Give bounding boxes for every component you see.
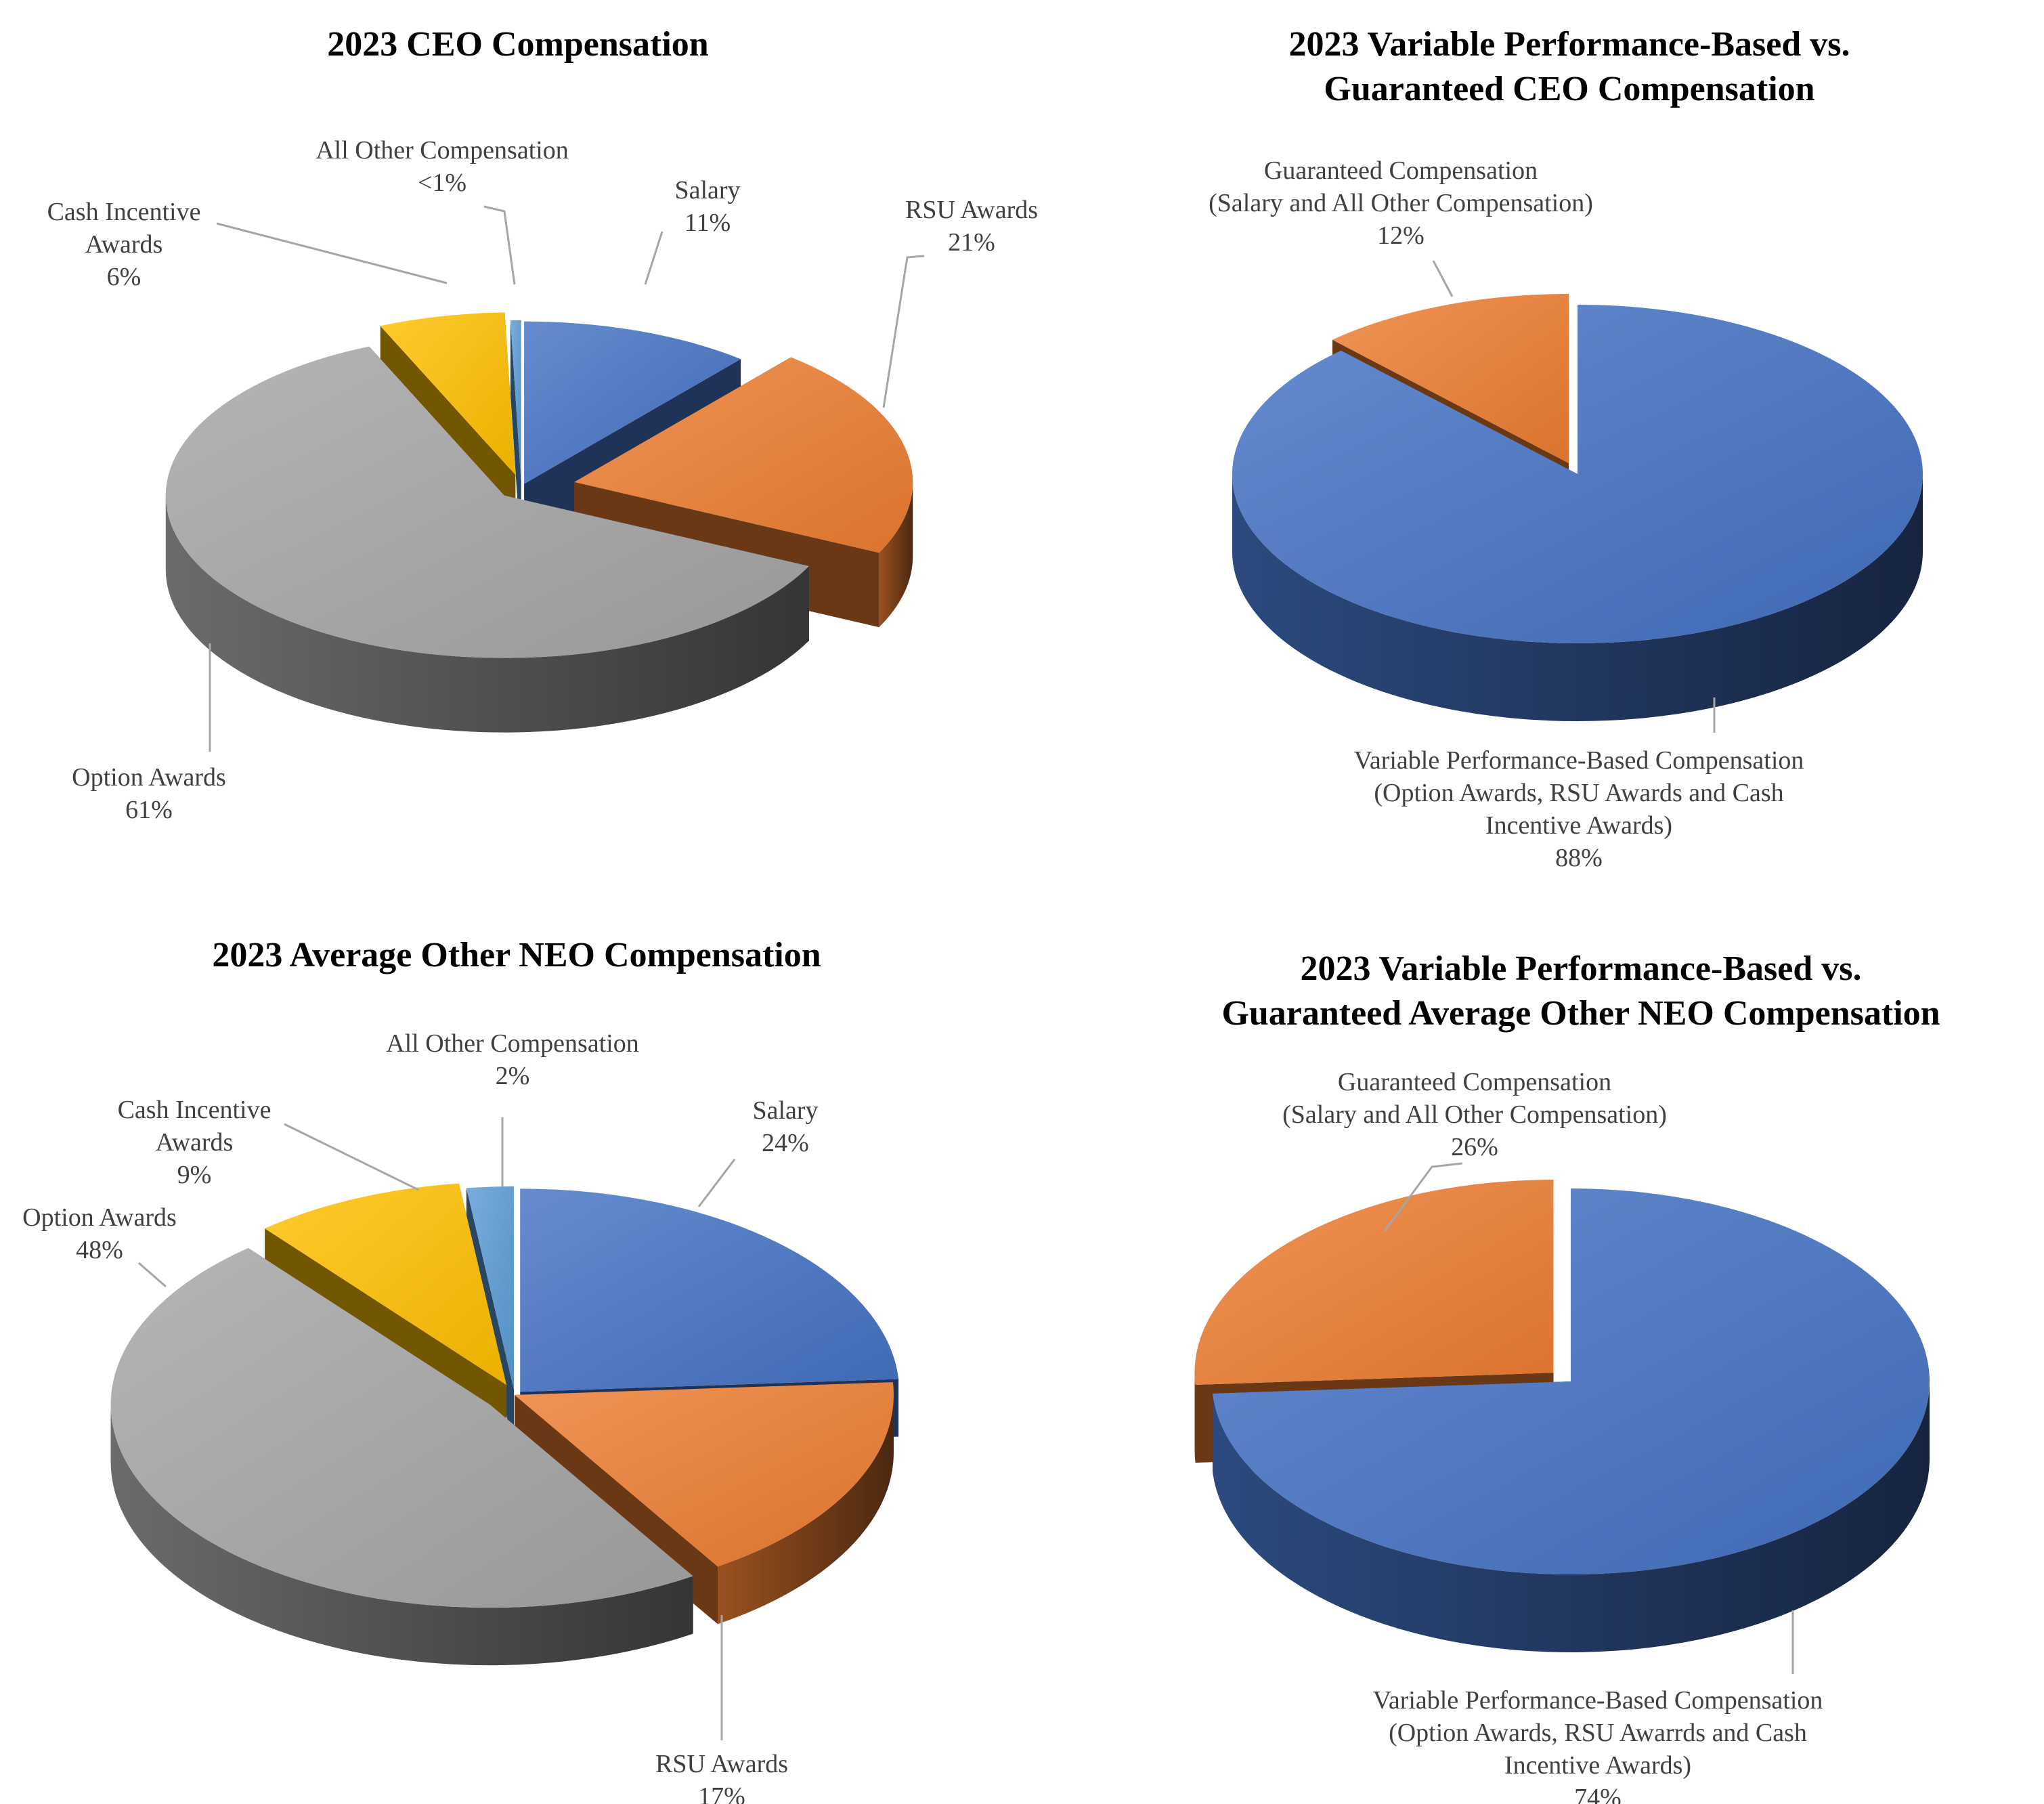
slice-side-option-awards: [165, 495, 810, 733]
data-label-option-awards: Option Awards 48%: [22, 1203, 177, 1264]
data-label-guaranteed-compensation-salary-and-all-other-compensation: Guaranteed Compensation (Salary and All O…: [1209, 156, 1593, 250]
chart-title: 2023 Variable Performance-Based vs. Guara…: [1221, 949, 1940, 1033]
slice-salary: [520, 1188, 899, 1392]
slice-edge-all-other-compensation: [510, 320, 521, 557]
slice-salary: [524, 321, 741, 484]
chart-title: 2023 Variable Performance-Based vs. Guara…: [1288, 25, 1850, 108]
slice-side-guaranteed-compensation-salary-and-all-other-compensation: [1194, 1373, 1196, 1463]
slice-variable-performance-based-compensation-option-awards-rsu-awarrds-and-cash-incentive-awards: [1213, 1188, 1930, 1574]
slice-rsu-awards: [574, 357, 913, 553]
data-label-variable-performance-based-compensation-option-awards-rsu-awards-and-cash-incentive-awards: Variable Performance-Based Compensation(…: [1354, 746, 1804, 872]
slice-side-rsu-awards: [879, 481, 913, 628]
data-label-rsu-awards: RSU Awards 17%: [655, 1750, 788, 1804]
data-label-cash-incentive-awards: Cash Incentive Awards 6%: [47, 198, 201, 291]
slice-variable-performance-based-compensation-option-awards-rsu-awards-and-cash-incentive-awards: [1232, 305, 1923, 644]
leader-line: [644, 231, 664, 285]
data-label-all-other-compensation: All Other Compensation 2%: [386, 1029, 639, 1090]
leader-line: [284, 1123, 419, 1191]
chart-title: 2023 Average Other NEO Compensation: [212, 936, 821, 974]
slice-guaranteed-compensation-salary-and-all-other-compensation: [1194, 1180, 1554, 1386]
leader-line: [216, 222, 448, 284]
leader-line: [882, 255, 925, 408]
leader-line: [1383, 1162, 1463, 1232]
leader-line: [483, 205, 516, 285]
data-label-all-other-compensation: All Other Compensation <1%: [316, 136, 569, 197]
slice-option-awards: [165, 346, 810, 658]
pie-chart-2: 2023 Variable Performance-Based vs. Guara…: [1209, 25, 1923, 872]
slice-cash-incentive-awards: [380, 312, 516, 475]
data-label-salary: Salary 11%: [674, 176, 740, 237]
leader-line: [697, 1159, 736, 1207]
pie-chart-4: 2023 Variable Performance-Based vs. Guara…: [1194, 949, 1940, 1804]
data-label-salary: Salary 24%: [752, 1096, 818, 1157]
chart-title: 2023 CEO Compensation: [327, 25, 708, 64]
data-label-guaranteed-compensation-salary-and-all-other-compensation: Guaranteed Compensation (Salary and All O…: [1282, 1068, 1667, 1161]
slice-all-other-compensation: [466, 1186, 515, 1390]
slice-side-variable-performance-based-compensation-option-awards-rsu-awarrds-and-cash-incentive-awards: [1213, 1381, 1930, 1653]
pie-chart-1: 2023 CEO Compensation Salary 11% RSU Awards…: [47, 25, 1038, 824]
data-label-rsu-awards: RSU Awards 21%: [905, 196, 1038, 257]
data-label-variable-performance-based-compensation-option-awards-rsu-awarrds-and-cash-incentive-awards: Variable Performance-Based Compensation(…: [1373, 1686, 1823, 1804]
pie-chart-3: 2023 Average Other NEO Compensation Salar…: [22, 936, 899, 1804]
data-label-option-awards: Option Awards 61%: [72, 763, 226, 824]
slice-rsu-awards: [515, 1382, 894, 1567]
slice-side-option-awards: [110, 1404, 693, 1666]
slice-guaranteed-compensation-salary-and-all-other-compensation: [1332, 294, 1569, 464]
slice-option-awards: [110, 1248, 693, 1608]
slice-side-variable-performance-based-compensation-option-awards-rsu-awards-and-cash-incentive-awards: [1232, 474, 1923, 721]
slice-all-other-compensation: [510, 320, 521, 483]
slice-cash-incentive-awards: [265, 1183, 507, 1386]
slice-side-rsu-awards: [718, 1395, 894, 1625]
data-label-cash-incentive-awards: Cash Incentive Awards 9%: [118, 1096, 271, 1189]
leader-line: [138, 1262, 167, 1288]
leader-line: [1432, 260, 1454, 297]
